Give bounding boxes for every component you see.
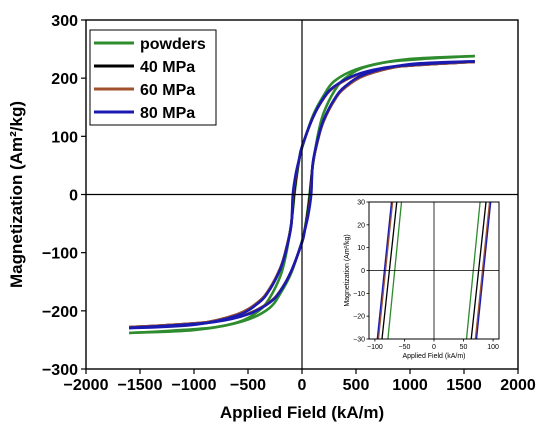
x-tick-label: 500 bbox=[343, 377, 370, 394]
inset-x-tick-label: −100 bbox=[367, 344, 383, 351]
inset-y-tick-label: −20 bbox=[353, 314, 365, 321]
x-tick-label: 1000 bbox=[392, 377, 428, 394]
legend-label-2: 60 MPa bbox=[140, 82, 195, 99]
x-tick-label: 0 bbox=[298, 377, 307, 394]
y-tick-label: −200 bbox=[42, 304, 78, 321]
inset-x-tick-label: 100 bbox=[487, 344, 499, 351]
y-tick-label: 100 bbox=[51, 129, 78, 146]
series-3-descending-branch bbox=[129, 60, 475, 329]
legend: powders 40 MPa 60 MPa 80 MPa bbox=[89, 29, 217, 126]
inset-x-tick-label: 50 bbox=[460, 344, 468, 351]
inset-y-tick-label: 0 bbox=[361, 268, 365, 275]
inset-x-tick-label: −50 bbox=[399, 344, 411, 351]
legend-label-1: 40 MPa bbox=[140, 59, 195, 76]
y-tick-label: −100 bbox=[42, 246, 78, 263]
inset-y-axis-title: Magnetization (Am²/kg) bbox=[344, 234, 351, 306]
main-series-group bbox=[129, 54, 475, 335]
inset-y-tick-label: 20 bbox=[357, 222, 365, 229]
x-tick-label: −1500 bbox=[118, 377, 163, 394]
x-tick-label: 1500 bbox=[446, 377, 482, 394]
inset-y-tick-label: 10 bbox=[357, 245, 365, 252]
y-axis-title: Magnetization (Am²/kg) bbox=[7, 101, 26, 288]
inset-y-tick-label: 30 bbox=[357, 200, 365, 207]
x-tick-label: 2000 bbox=[500, 377, 536, 394]
x-tick-label: −2000 bbox=[64, 377, 109, 394]
legend-label-3: 80 MPa bbox=[140, 105, 195, 122]
y-tick-label: 0 bbox=[69, 188, 78, 205]
y-tick-label: −300 bbox=[42, 362, 78, 379]
main-axes-group: −2000 −1500 −1000 −500 0 500 1000 1500 2000−300−… bbox=[7, 13, 536, 422]
y-tick-label: 300 bbox=[51, 13, 78, 30]
inset-y-tick-label: −10 bbox=[353, 291, 365, 298]
inset-x-tick-label: 0 bbox=[432, 344, 436, 351]
inset-x-axis-title: Applied Field (kA/m) bbox=[402, 353, 465, 360]
legend-label-0: powders bbox=[140, 36, 206, 53]
x-axis-title: Applied Field (kA/m) bbox=[220, 403, 384, 422]
series-3-ascending-branch bbox=[129, 60, 475, 330]
x-tick-label: −1000 bbox=[172, 377, 217, 394]
y-tick-label: 200 bbox=[51, 71, 78, 88]
x-tick-label: −500 bbox=[230, 377, 266, 394]
legend-box bbox=[89, 29, 217, 126]
inset-y-tick-label: −30 bbox=[353, 337, 365, 344]
